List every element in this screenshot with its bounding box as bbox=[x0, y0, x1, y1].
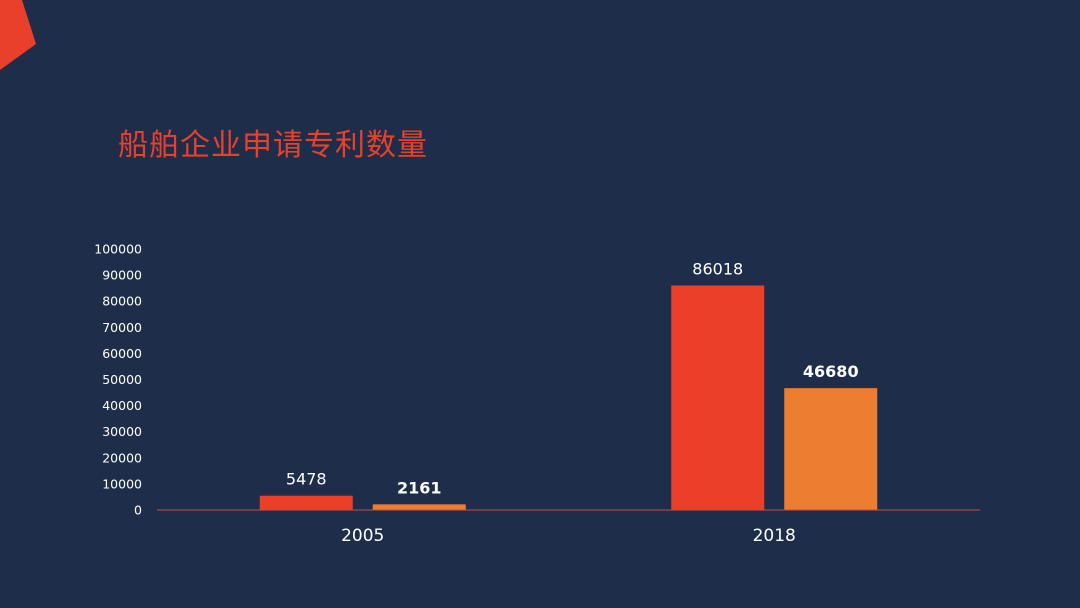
x-category-label: 2005 bbox=[341, 526, 384, 546]
bar-2 bbox=[372, 504, 466, 510]
chart-title: 船舶企业申请专利数量 bbox=[118, 128, 428, 163]
y-tick-label: 100000 bbox=[94, 242, 142, 257]
y-tick-label: 70000 bbox=[102, 320, 142, 335]
y-tick-label: 0 bbox=[134, 503, 142, 518]
bar-1 bbox=[259, 495, 353, 510]
y-tick-label: 60000 bbox=[102, 346, 142, 361]
bar-1 bbox=[671, 285, 765, 510]
y-tick-label: 50000 bbox=[102, 372, 142, 387]
y-tick-label: 80000 bbox=[102, 294, 142, 309]
y-tick-label: 20000 bbox=[102, 450, 142, 465]
x-category-label: 2018 bbox=[753, 526, 796, 546]
data-label: 86018 bbox=[692, 259, 743, 278]
y-tick-label: 30000 bbox=[102, 424, 142, 439]
data-label: 46680 bbox=[803, 362, 859, 381]
bar-2 bbox=[784, 388, 878, 510]
corner-accent-shape bbox=[0, 0, 36, 70]
data-label: 5478 bbox=[286, 470, 327, 489]
y-tick-label: 90000 bbox=[102, 268, 142, 283]
data-label: 2161 bbox=[397, 478, 442, 497]
y-tick-label: 10000 bbox=[102, 476, 142, 491]
y-tick-label: 40000 bbox=[102, 398, 142, 413]
